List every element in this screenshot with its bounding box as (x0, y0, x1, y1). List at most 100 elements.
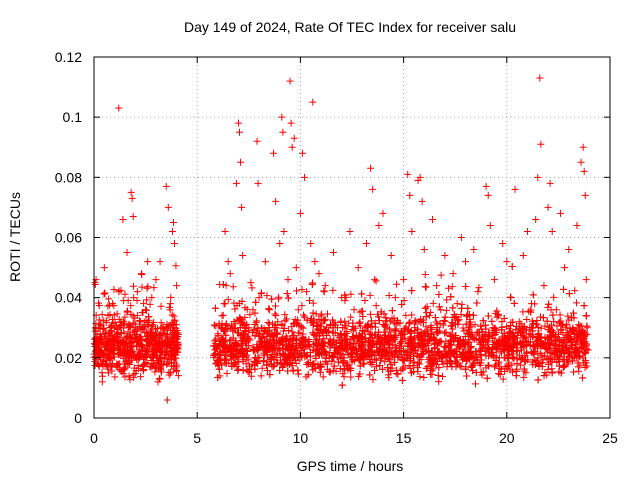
data-point (117, 329, 125, 337)
data-point (443, 296, 451, 304)
data-point (128, 342, 136, 350)
data-point (486, 221, 494, 229)
data-point (273, 337, 281, 345)
data-point (484, 191, 492, 199)
data-point (142, 353, 150, 361)
data-point (581, 191, 589, 199)
data-point (582, 312, 590, 320)
data-point (536, 74, 544, 82)
data-point (448, 321, 456, 329)
data-point (440, 316, 448, 324)
data-point (366, 291, 374, 299)
data-point (215, 351, 223, 359)
data-point (102, 330, 110, 338)
data-point (298, 285, 306, 293)
data-point (473, 299, 481, 307)
data-point (551, 347, 559, 355)
data-point (471, 321, 479, 329)
data-point (307, 240, 315, 248)
data-point (274, 318, 282, 326)
data-point (294, 316, 302, 324)
tick-labels-layer: 0 5 10 15 20 25 0 0.02 0.04 0.06 0.08 0.1 0.12 (55, 49, 618, 446)
data-point (98, 311, 106, 319)
data-point (362, 240, 370, 248)
data-point (240, 330, 248, 338)
data-point (487, 348, 495, 356)
data-point (298, 323, 306, 331)
data-point (571, 287, 579, 295)
data-point (535, 362, 543, 370)
data-point (368, 351, 376, 359)
data-point (513, 360, 521, 368)
data-point (281, 311, 289, 319)
data-point (399, 365, 407, 373)
data-point (509, 353, 517, 361)
data-point (170, 312, 178, 320)
data-point (410, 368, 418, 376)
data-point (149, 321, 157, 329)
data-point (429, 299, 437, 307)
data-point (527, 308, 535, 316)
data-point (111, 373, 119, 381)
data-point (115, 323, 123, 331)
x-tick-label: 0 (90, 430, 98, 446)
data-point (552, 306, 560, 314)
data-point (431, 339, 439, 347)
data-point (247, 279, 255, 287)
data-point (271, 310, 279, 318)
data-point (121, 364, 129, 372)
data-point (384, 364, 392, 372)
data-point (489, 324, 497, 332)
data-point (253, 326, 261, 334)
data-point (221, 325, 229, 333)
data-point (376, 362, 384, 370)
data-point (277, 360, 285, 368)
data-point (475, 284, 483, 292)
data-point (564, 330, 572, 338)
data-point (301, 173, 309, 181)
data-point (380, 328, 388, 336)
data-point (235, 358, 243, 366)
data-point (268, 360, 276, 368)
data-point (349, 319, 357, 327)
data-point (238, 203, 246, 211)
data-point (231, 359, 239, 367)
data-point (140, 299, 148, 307)
data-point (356, 362, 364, 370)
data-point (167, 293, 175, 301)
data-point (143, 296, 151, 304)
data-point (121, 290, 129, 298)
data-point (557, 369, 565, 377)
data-point (482, 325, 490, 333)
data-point (342, 342, 350, 350)
data-point (91, 279, 99, 287)
data-point (317, 312, 325, 320)
data-point (379, 320, 387, 328)
data-point (314, 344, 322, 352)
data-point (497, 365, 505, 373)
data-point (534, 333, 542, 341)
data-point (326, 335, 334, 343)
data-point (443, 350, 451, 358)
data-point (263, 361, 271, 369)
data-point (369, 185, 377, 193)
data-point (128, 356, 136, 364)
data-point (124, 328, 132, 336)
data-point (215, 320, 223, 328)
data-point (465, 338, 473, 346)
data-point (237, 341, 245, 349)
data-point (287, 349, 295, 357)
data-point (577, 158, 585, 166)
data-point (231, 305, 239, 313)
data-point (153, 329, 161, 337)
data-point (144, 321, 152, 329)
data-point (250, 358, 258, 366)
data-point (477, 356, 485, 364)
data-point (143, 284, 151, 292)
data-point (533, 338, 541, 346)
data-point (310, 341, 318, 349)
data-point (224, 296, 232, 304)
data-point (532, 215, 540, 223)
data-point (98, 369, 106, 377)
data-point (341, 337, 349, 345)
